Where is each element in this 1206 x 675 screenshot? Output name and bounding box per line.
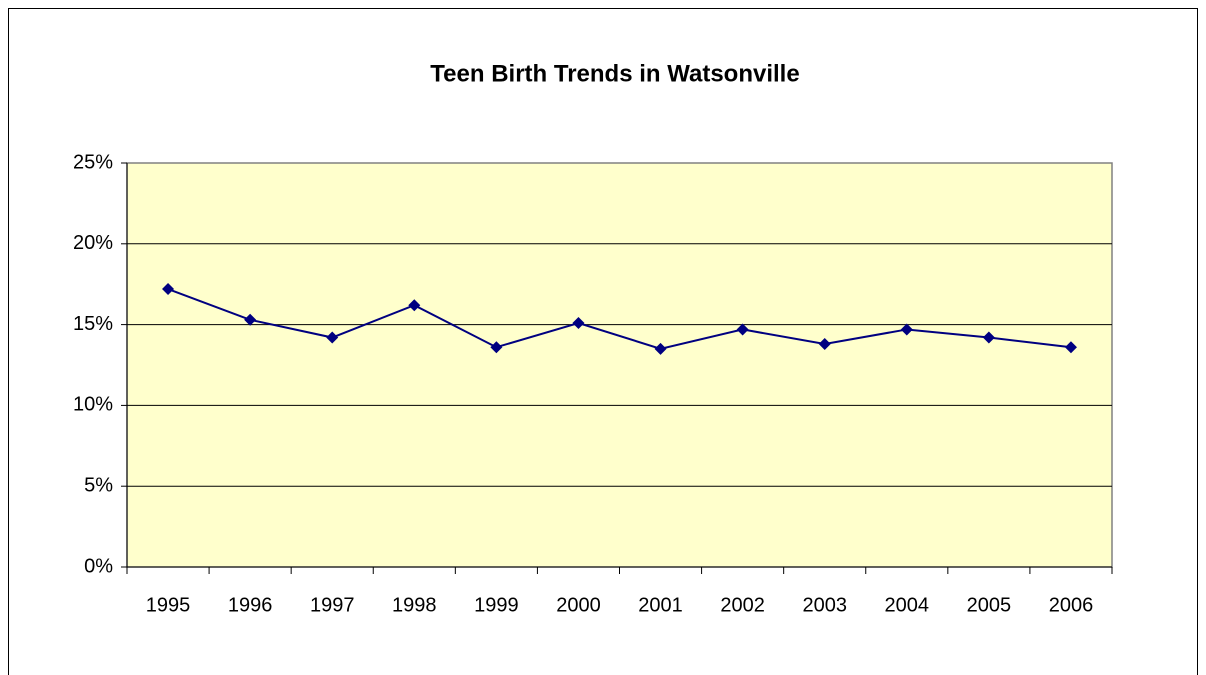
chart-frame [8,8,1198,675]
x-tick-label: 2003 [802,594,847,616]
x-tick-label: 1999 [474,594,519,616]
y-tick-label: 20% [73,232,113,254]
y-tick-label: 0% [84,555,113,577]
data-point [982,331,995,344]
data-point [818,337,831,350]
x-tick-label: 2002 [720,594,765,616]
data-point [490,341,503,354]
x-tick-label: 1995 [146,594,191,616]
x-tick-label: 2004 [885,594,930,616]
x-tick-label: 2006 [1049,594,1094,616]
data-point [572,316,585,329]
data-point [1064,341,1077,354]
y-tick-label: 15% [73,313,113,335]
x-tick-label: 2001 [638,594,683,616]
chart-title: Teen Birth Trends in Watsonville [430,60,799,87]
y-tick-label: 5% [84,474,113,496]
x-tick-label: 2000 [556,594,601,616]
x-tick-label: 1997 [310,594,355,616]
y-tick-label: 25% [73,151,113,173]
x-tick-label: 2005 [967,594,1012,616]
data-point [162,283,175,296]
x-tick-label: 1998 [392,594,437,616]
x-tick-label: 1996 [228,594,273,616]
data-point [408,299,421,312]
series-line [167,288,1072,350]
data-point [736,323,749,336]
data-point [900,323,913,336]
y-tick-label: 10% [73,394,113,416]
data-point [244,313,257,326]
data-point [326,331,339,344]
data-point [654,342,667,355]
plot-area [126,162,1113,568]
